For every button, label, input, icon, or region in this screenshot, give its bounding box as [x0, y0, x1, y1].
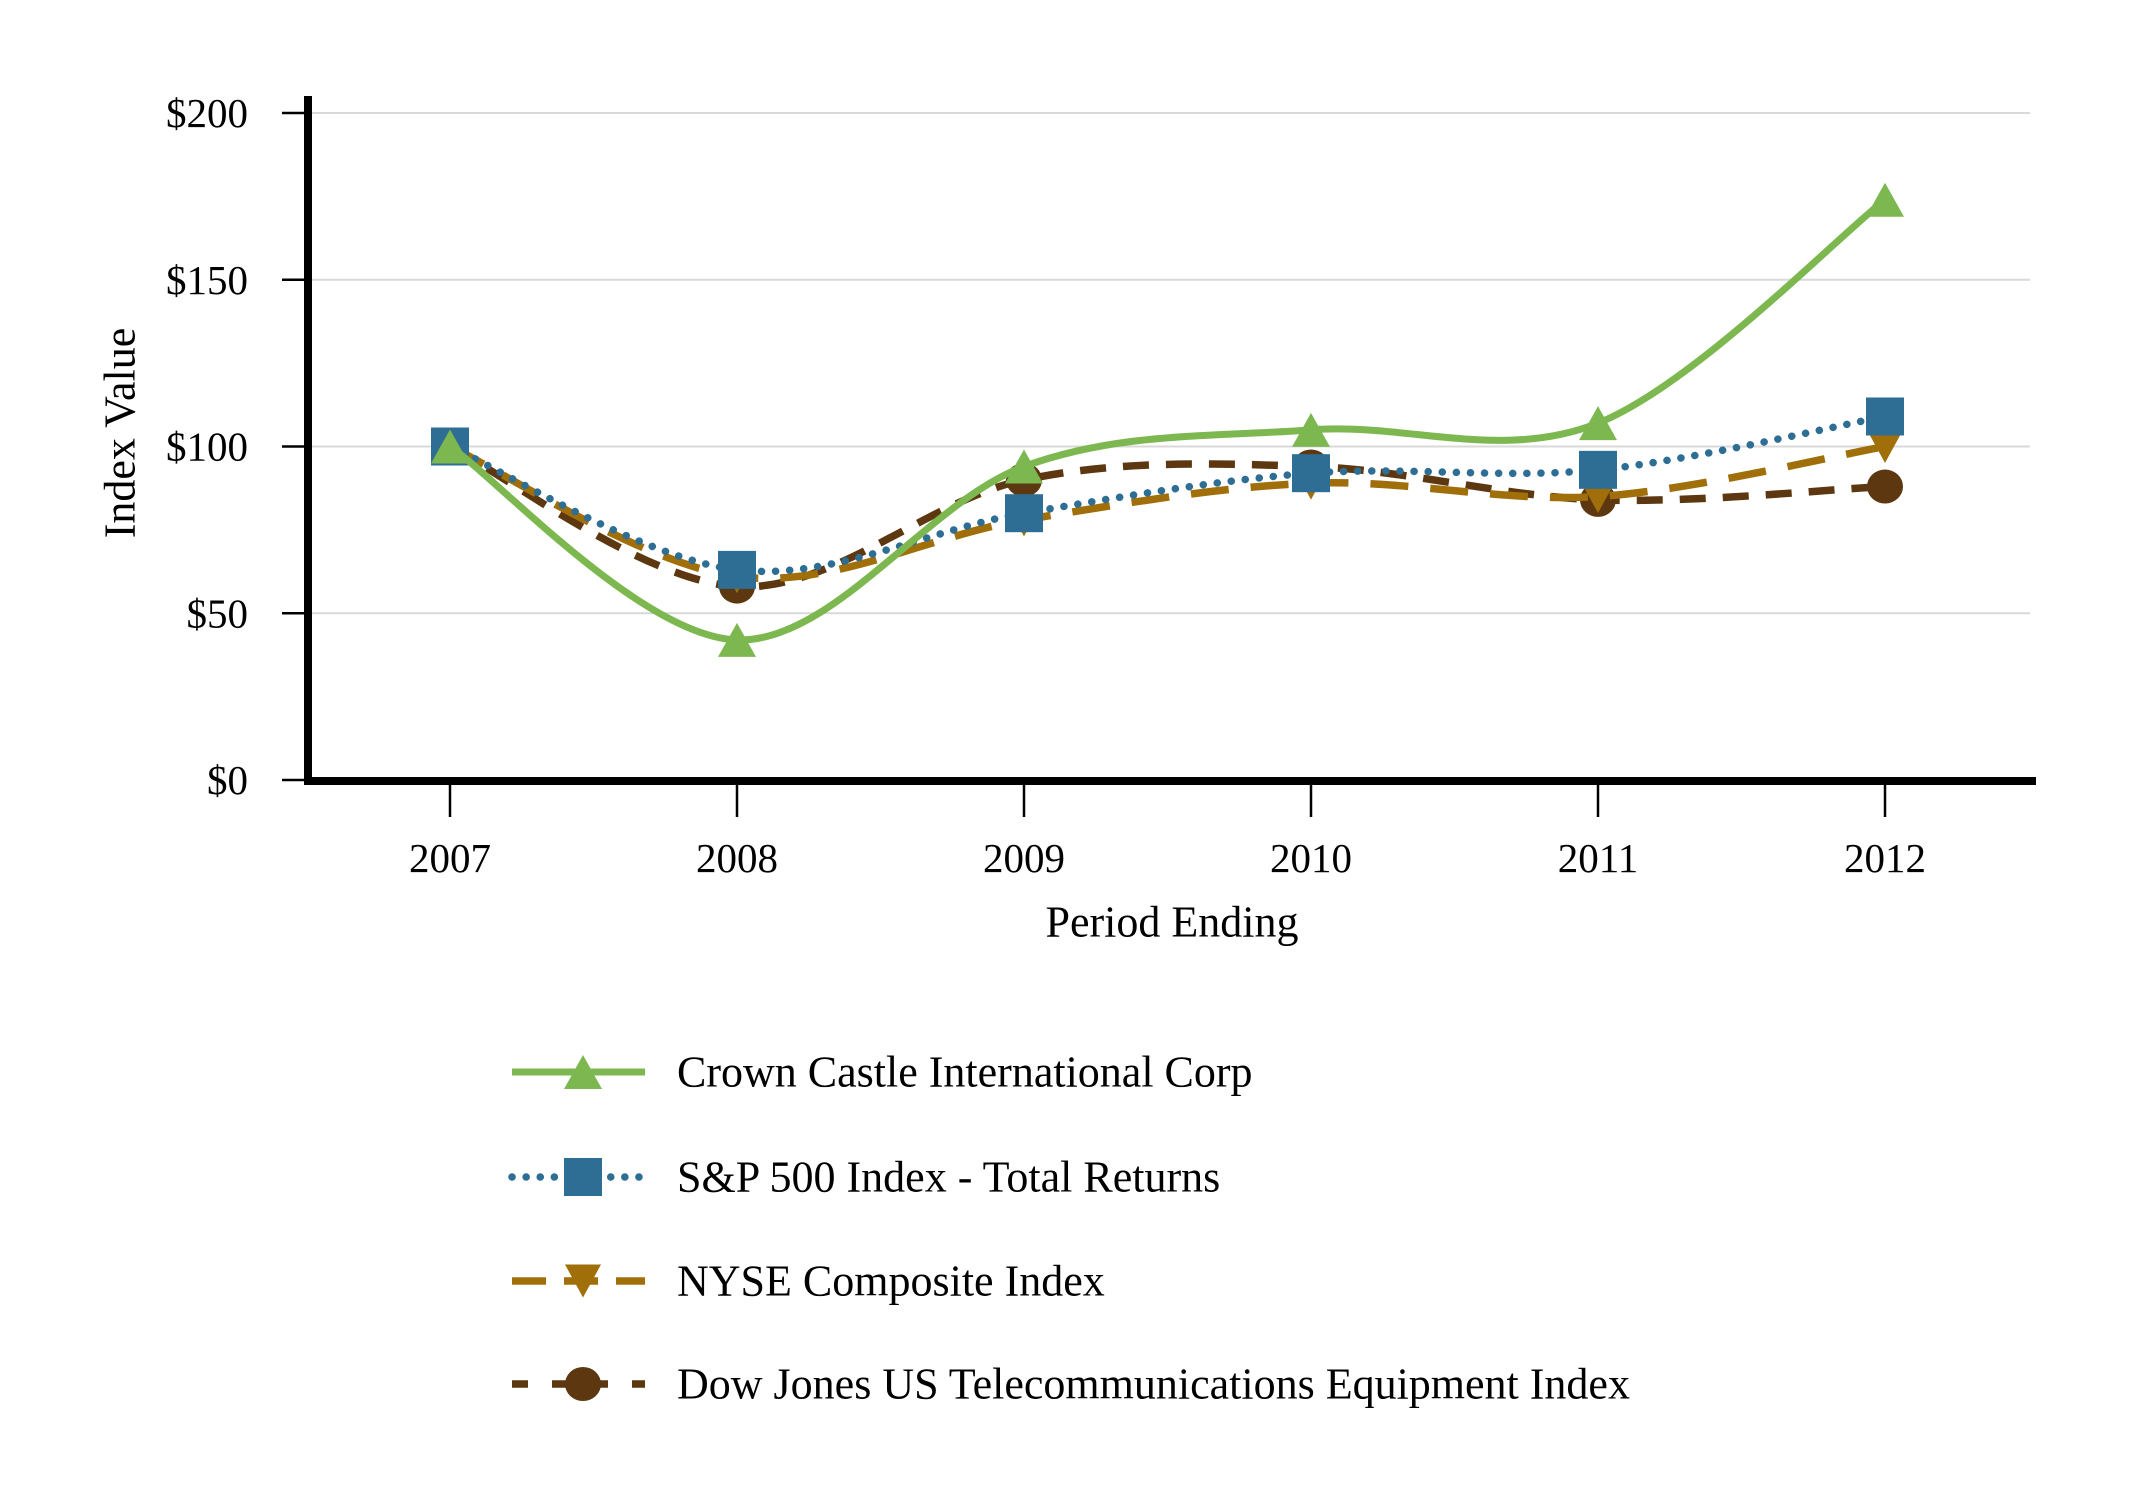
x-tick-label-2011: 2011	[1558, 835, 1638, 881]
series-line-crown-castle-international-corp	[448, 196, 1888, 644]
marker-crown-castle-international-corp-2011	[1579, 406, 1617, 441]
marker-s-p-500-index-total-returns-2012	[1866, 397, 1904, 436]
marker-crown-castle-international-corp-2012	[1866, 182, 1904, 217]
y-tick-label-0: $0	[207, 757, 248, 803]
legend-marker-crown-castle-international-corp	[564, 1055, 602, 1089]
x-tick-label-2008: 2008	[696, 835, 778, 881]
y-tick-label-100: $100	[166, 424, 248, 470]
legend: Crown Castle International Corp S&P 500 I…	[508, 1048, 1630, 1409]
y-axis-tick-labels: $0 $50 $100 $150 $200	[166, 90, 248, 803]
series-line-s-p-500-index-total-returns	[446, 412, 1889, 576]
legend-marker-s-p-500-index-total-returns	[564, 1158, 602, 1196]
y-tick-label-50: $50	[187, 590, 249, 636]
x-tick-label-2007: 2007	[409, 835, 491, 881]
legend-marker-dow-jones-us-telecommunications-equipment-index	[565, 1367, 601, 1401]
series-layer	[431, 182, 1904, 657]
legend-item-dow-jones-us-telecommunications-equipment-index: Dow Jones US Telecommunications Equipmen…	[512, 1360, 1630, 1409]
marker-crown-castle-international-corp-2010	[1292, 412, 1330, 447]
axes	[282, 96, 2036, 817]
legend-marker-nyse-composite-index	[565, 1264, 601, 1298]
y-tick-label-150: $150	[166, 257, 248, 303]
legend-label-crown-castle-international-corp: Crown Castle International Corp	[677, 1048, 1253, 1097]
x-tick-label-2012: 2012	[1844, 835, 1926, 881]
marker-crown-castle-international-corp-2008	[718, 622, 756, 657]
marker-s-p-500-index-total-returns-2011	[1579, 450, 1617, 489]
marker-crown-castle-international-corp-2007	[431, 429, 469, 464]
x-axis-line	[304, 777, 2036, 785]
series-crown-castle-international-corp	[431, 182, 1904, 657]
legend-item-crown-castle-international-corp: Crown Castle International Corp	[512, 1048, 1253, 1097]
series-line-nyse-composite-index	[448, 442, 1886, 583]
legend-item-nyse-composite-index: NYSE Composite Index	[512, 1257, 1105, 1306]
marker-crown-castle-international-corp-2009	[1005, 449, 1043, 484]
series-line-dow-jones-us-telecommunications-equipment-index	[448, 443, 1886, 591]
x-axis-title: Period Ending	[1046, 898, 1299, 947]
y-tick-label-200: $200	[166, 90, 248, 136]
marker-nyse-composite-index-2012	[1867, 430, 1903, 463]
x-tick-label-2009: 2009	[983, 835, 1065, 881]
legend-label-nyse-composite-index: NYSE Composite Index	[677, 1257, 1105, 1306]
y-axis-title: Index Value	[96, 328, 145, 539]
y-axis-line	[304, 96, 312, 785]
marker-dow-jones-us-telecommunications-equipment-index-2012	[1867, 469, 1903, 504]
marker-s-p-500-index-total-returns-2010	[1292, 454, 1330, 493]
gridlines	[312, 112, 2030, 615]
legend-label-dow-jones-us-telecommunications-equipment-index: Dow Jones US Telecommunications Equipmen…	[677, 1360, 1630, 1409]
x-tick-label-2010: 2010	[1270, 835, 1352, 881]
legend-label-s-p-500-index-total-returns: S&P 500 Index - Total Returns	[677, 1153, 1220, 1202]
marker-s-p-500-index-total-returns-2008	[718, 550, 756, 589]
legend-item-s-p-500-index-total-returns: S&P 500 Index - Total Returns	[508, 1153, 1220, 1202]
marker-s-p-500-index-total-returns-2009	[1005, 494, 1043, 533]
x-axis-tick-labels: 2007 2008 2009 2010 2011 2012	[409, 835, 1926, 881]
